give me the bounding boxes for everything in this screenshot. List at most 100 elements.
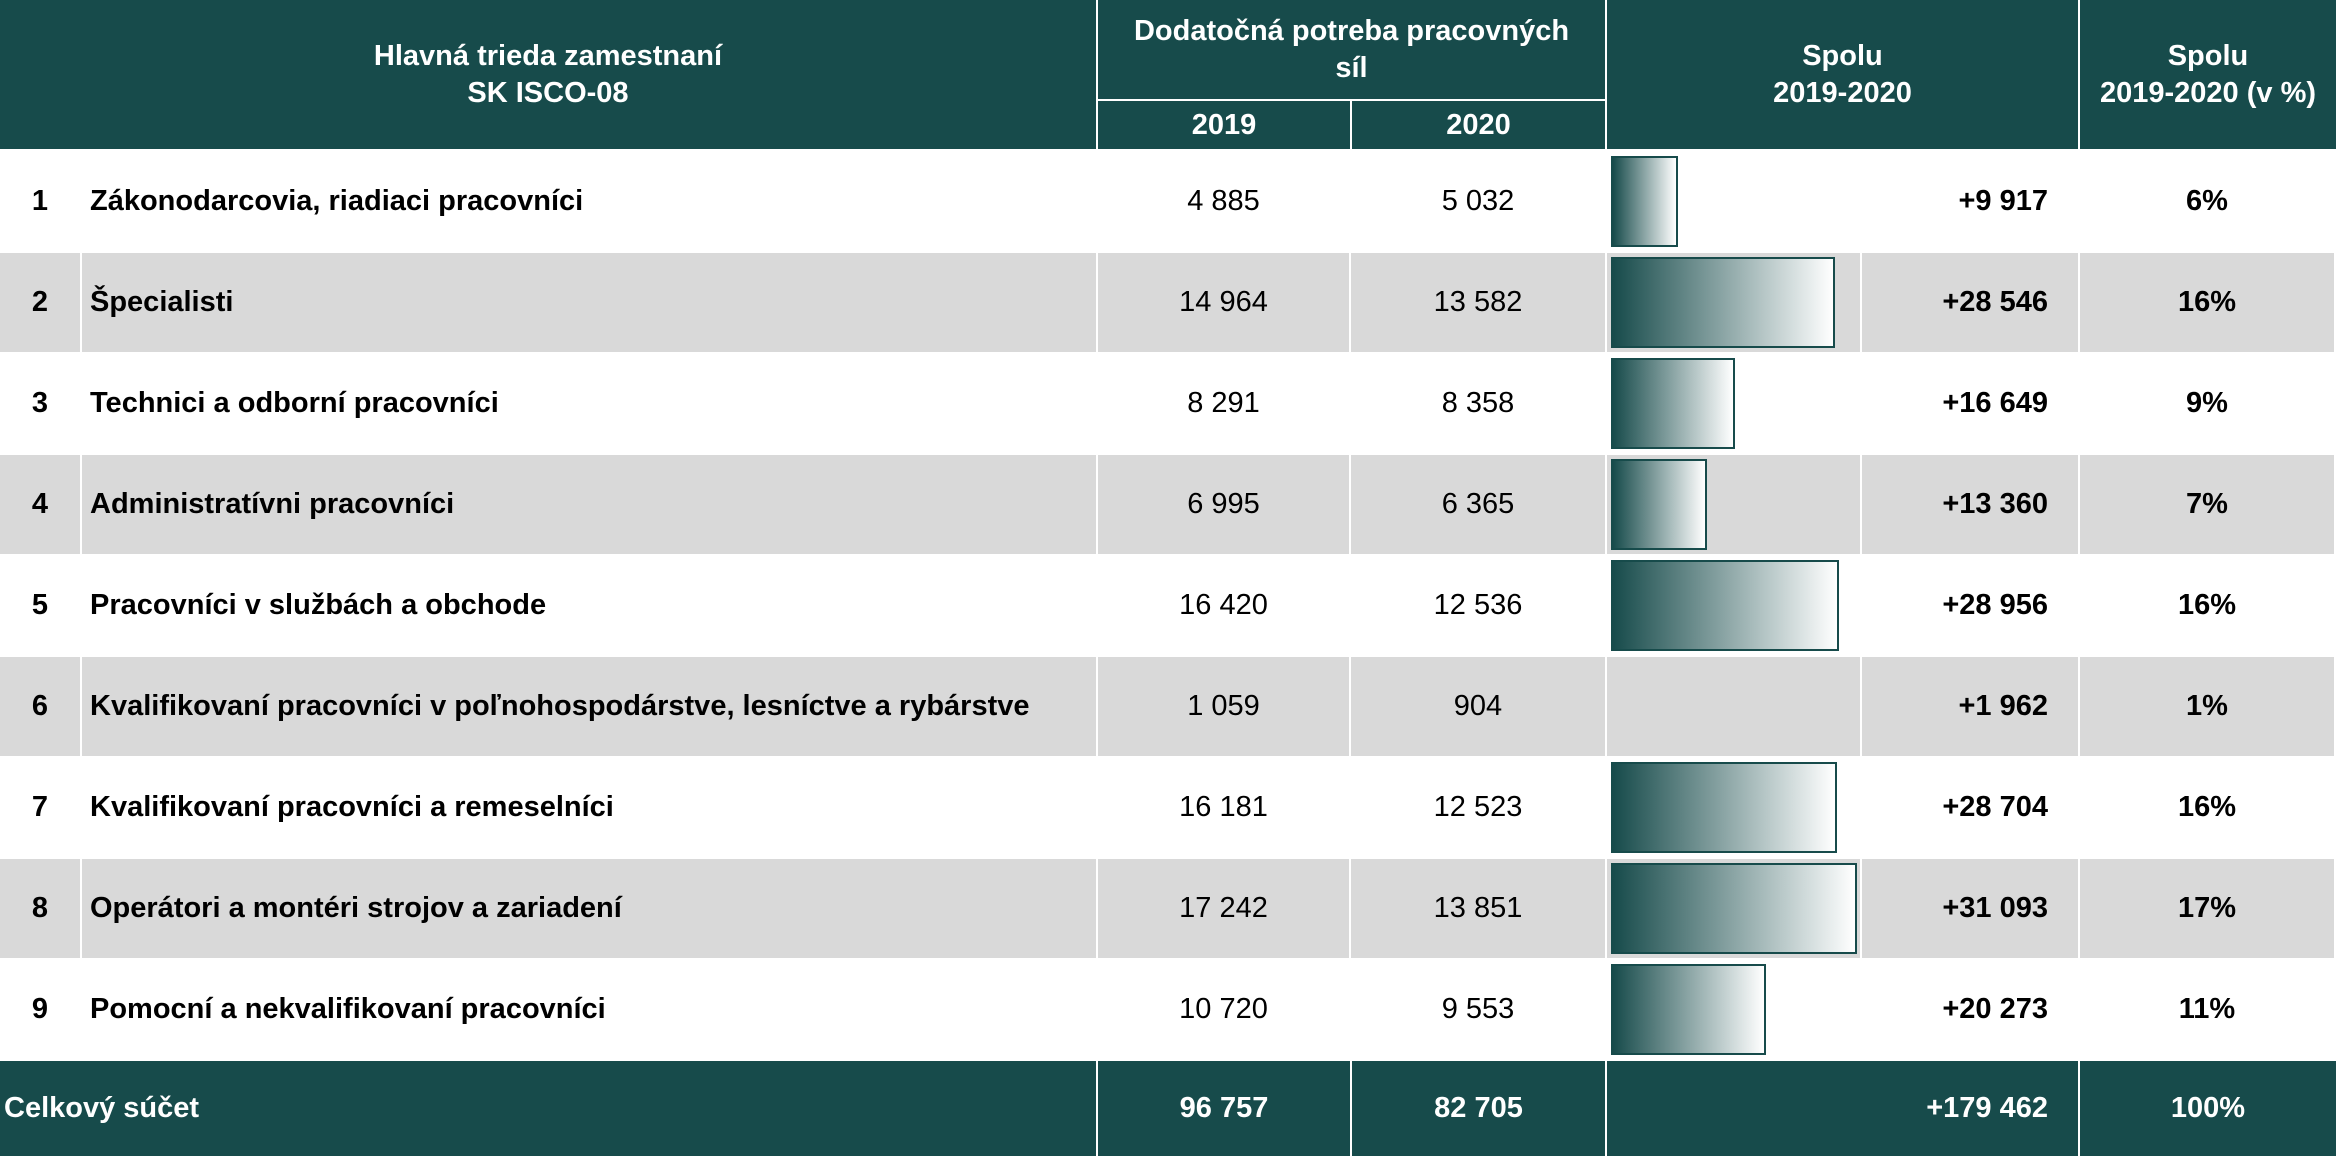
- row-total: +31 093: [1862, 859, 2078, 958]
- row-total: +28 704: [1862, 758, 2078, 857]
- row-name: Špecialisti: [82, 253, 1096, 352]
- row-name: Operátori a montéri strojov a zariadení: [82, 859, 1096, 958]
- row-share-text: 7%: [2186, 488, 2228, 521]
- row-2019-text: 8 291: [1187, 387, 1260, 420]
- row-number-text: 1: [31, 185, 49, 218]
- row-total: +13 360: [1862, 455, 2078, 554]
- row-2019-text: 1 059: [1187, 690, 1260, 723]
- row-2019-text: 10 720: [1179, 993, 1268, 1026]
- row-name-text: Technici a odborní pracovníci: [90, 387, 499, 420]
- row-total-text: +9 917: [1958, 185, 2048, 218]
- header-demand: Dodatočná potreba pracovných síl: [1098, 0, 1605, 99]
- row-number: 2: [0, 253, 80, 352]
- footer-label: Celkový súčet: [0, 1061, 1096, 1156]
- row-2020: 13 582: [1351, 253, 1605, 352]
- row-share-text: 16%: [2177, 589, 2237, 622]
- row-2019: 17 242: [1098, 859, 1349, 958]
- row-2020: 904: [1351, 657, 1605, 756]
- row-number: 1: [0, 152, 80, 251]
- row-number-text: 2: [31, 286, 49, 319]
- row-2020-text: 5 032: [1441, 185, 1515, 218]
- header-total: Spolu 2019-2020: [1607, 0, 2078, 149]
- data-bar: [1611, 358, 1736, 449]
- row-2020-text: 8 358: [1441, 387, 1515, 420]
- footer-text: 82 705: [1434, 1092, 1523, 1125]
- row-number: 7: [0, 758, 80, 857]
- row-number-text: 4: [31, 488, 49, 521]
- header-text: 2019: [1191, 108, 1257, 141]
- footer-text: 96 757: [1179, 1092, 1269, 1125]
- row-number: 3: [0, 354, 80, 453]
- row-2020: 12 523: [1351, 758, 1605, 857]
- bar-cell: [1607, 960, 1860, 1059]
- row-number-text: 3: [31, 387, 49, 420]
- row-share-text: 16%: [2177, 286, 2237, 319]
- row-number: 4: [0, 455, 80, 554]
- row-total-text: +28 546: [1942, 286, 2048, 319]
- row-2019: 14 964: [1098, 253, 1349, 352]
- row-2020: 9 553: [1351, 960, 1605, 1059]
- bar-cell: [1607, 253, 1860, 352]
- row-name-text: Operátori a montéri strojov a zariadení: [90, 892, 622, 925]
- row-share: 17%: [2080, 859, 2334, 958]
- row-2019: 10 720: [1098, 960, 1349, 1059]
- row-total: +16 649: [1862, 354, 2078, 453]
- bar-cell: [1607, 859, 1860, 958]
- footer-text: 100%: [2170, 1092, 2246, 1125]
- row-2020-text: 12 523: [1433, 791, 1523, 824]
- bar-cell: [1607, 455, 1860, 554]
- row-total-text: +20 273: [1942, 993, 2048, 1026]
- row-2020: 6 365: [1351, 455, 1605, 554]
- row-name-text: Zákonodarcovia, riadiaci pracovníci: [90, 185, 584, 218]
- row-share-text: 16%: [2177, 791, 2237, 824]
- bar-cell: [1607, 152, 1860, 251]
- row-2020: 12 536: [1351, 556, 1605, 655]
- header-share: Spolu 2019-2020 (v %): [2080, 0, 2336, 149]
- row-share: 7%: [2080, 455, 2334, 554]
- row-2019-text: 16 420: [1179, 589, 1268, 622]
- bar-cell: [1607, 556, 1860, 655]
- row-2020: 5 032: [1351, 152, 1605, 251]
- header-text: 2019-2020 (v %): [2099, 76, 2317, 109]
- data-bar: [1611, 964, 1766, 1055]
- row-2019-text: 6 995: [1187, 488, 1260, 521]
- row-share-text: 9%: [2186, 387, 2228, 420]
- row-2019-text: 14 964: [1179, 286, 1268, 319]
- row-2020: 13 851: [1351, 859, 1605, 958]
- data-bar: [1611, 863, 1857, 954]
- footer-cell: 82 705: [1352, 1061, 1605, 1156]
- data-bar: [1611, 560, 1839, 651]
- data-bar: [1611, 257, 1836, 348]
- row-share: 16%: [2080, 556, 2334, 655]
- row-share-text: 1%: [2186, 690, 2228, 723]
- row-share: 6%: [2080, 152, 2334, 251]
- header-year: 2019: [1098, 101, 1350, 149]
- row-2019: 4 885: [1098, 152, 1349, 251]
- row-2020-text: 12 536: [1433, 589, 1523, 622]
- row-2019-text: 4 885: [1187, 185, 1260, 218]
- header-text: Dodatočná potreba pracovných síl: [1133, 15, 1570, 84]
- row-number: 6: [0, 657, 80, 756]
- row-2019-text: 16 181: [1179, 791, 1268, 824]
- row-name-text: Kvalifikovaní pracovníci a remeselníci: [90, 791, 614, 824]
- row-name: Zákonodarcovia, riadiaci pracovníci: [82, 152, 1096, 251]
- header-text: 2019-2020: [1773, 76, 1912, 109]
- row-total-text: +13 360: [1942, 488, 2048, 521]
- row-share: 11%: [2080, 960, 2334, 1059]
- row-2019: 1 059: [1098, 657, 1349, 756]
- row-total-text: +28 704: [1942, 791, 2048, 824]
- row-2020-text: 13 582: [1433, 286, 1523, 319]
- row-total: +1 962: [1862, 657, 2078, 756]
- row-total-text: +1 962: [1958, 690, 2048, 723]
- row-2019: 16 181: [1098, 758, 1349, 857]
- row-name-text: Špecialisti: [90, 286, 234, 319]
- row-name: Technici a odborní pracovníci: [82, 354, 1096, 453]
- row-2020-text: 904: [1453, 690, 1503, 723]
- row-number: 5: [0, 556, 80, 655]
- row-number-text: 6: [31, 690, 49, 723]
- header-text: 2020: [1446, 108, 1511, 141]
- row-number: 8: [0, 859, 80, 958]
- data-bar: [1611, 156, 1679, 247]
- header-occupation: Hlavná trieda zamestnaní SK ISCO-08: [0, 0, 1096, 149]
- row-total-text: +28 956: [1942, 589, 2048, 622]
